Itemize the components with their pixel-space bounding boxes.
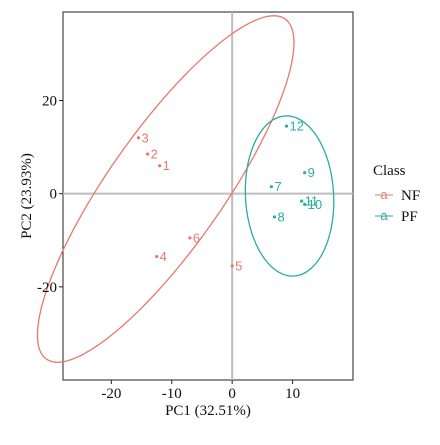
point-label-10: 10	[308, 197, 322, 212]
ellipse-nf	[36, 15, 295, 363]
legend-key-glyph-pf: a	[380, 208, 388, 223]
point-pf-10	[303, 202, 307, 206]
point-pf-12	[284, 124, 289, 128]
y-tick-label: 0	[50, 187, 58, 203]
x-tick-label: 0	[228, 386, 236, 402]
legend-label-pf: PF	[401, 209, 418, 225]
point-label-3: 3	[142, 130, 149, 145]
point-pf-7	[269, 185, 274, 189]
point-nf-6	[188, 236, 192, 240]
point-pf-11	[300, 199, 304, 203]
x-axis-label: PC1 (32.51%)	[165, 403, 251, 419]
point-label-7: 7	[274, 179, 281, 194]
x-tick-label: -10	[162, 386, 182, 402]
point-label-8: 8	[277, 209, 284, 224]
point-label-6: 6	[193, 230, 200, 245]
legend-label-nf: NF	[401, 188, 420, 204]
point-label-11: 11	[305, 194, 319, 209]
y-tick-label: -20	[37, 280, 57, 296]
point-nf-5	[230, 264, 234, 268]
point-label-4: 4	[160, 249, 167, 264]
y-axis-label: PC2 (23.93%)	[19, 153, 35, 239]
legend-key-glyph-nf: a	[380, 187, 388, 202]
ellipse-pf	[244, 115, 335, 277]
point-label-9: 9	[308, 165, 315, 180]
legend-title: Class	[373, 163, 406, 179]
axes: -20 -10 0 10 -20 0 20	[37, 94, 300, 402]
point-pf-8	[272, 215, 277, 219]
point-pf-9	[303, 171, 307, 175]
point-nf-1	[158, 164, 162, 168]
point-label-2: 2	[151, 147, 158, 162]
point-nf-4	[155, 254, 159, 259]
legend: Class a NF a PF	[373, 163, 420, 225]
point-nf-3	[136, 136, 141, 140]
x-tick-label: -20	[101, 386, 121, 402]
plot-panel	[62, 11, 354, 381]
legend-item-pf: a PF	[375, 208, 418, 225]
x-tick-label: 10	[285, 386, 300, 402]
point-label-12: 12	[290, 119, 304, 134]
legend-item-nf: a NF	[375, 187, 420, 204]
point-nf-2	[145, 152, 150, 156]
point-label-1: 1	[163, 158, 170, 173]
y-tick-label: 20	[42, 94, 57, 110]
point-label-5: 5	[235, 258, 242, 273]
reference-lines	[63, 12, 353, 380]
confidence-ellipses	[36, 15, 335, 363]
